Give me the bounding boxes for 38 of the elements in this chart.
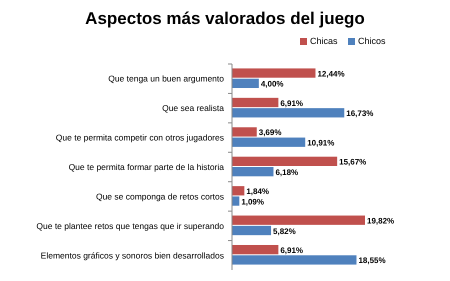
data-label: 18,55% [358,256,386,266]
y-tick-label: Que te plantee retos que tengas que ir superando [36,220,224,231]
data-label: 15,67% [339,158,366,167]
data-label: 1,09% [241,197,264,206]
bar [232,98,278,108]
data-label: 5,82% [273,226,296,236]
data-label: 10,91% [307,138,334,148]
bar [232,226,272,236]
data-label: 6,18% [275,168,298,177]
bar [232,196,240,206]
bar [232,156,338,166]
y-tick-label: Que sea realista [162,103,224,114]
bar [232,186,244,196]
y-tick-label: Que se componga de retos cortos [96,191,224,202]
bar [232,127,257,137]
y-tick-label: Que tenga un buen argumento [108,74,224,84]
bar [232,78,259,88]
bar [232,138,306,147]
data-label: 19,82% [367,216,394,226]
y-tick-label: Elementos gráficos y sonoros bien desarrollados [40,250,224,260]
bar [232,244,278,254]
data-label: 3,69% [258,128,282,138]
data-label: 6,91% [280,246,304,255]
bar [232,216,365,225]
y-tick-label: Que te permita competir con otros jugadores [56,132,224,143]
legend-label: Chicas [310,36,338,46]
legend-label: Chicos [358,36,386,46]
data-label: 12,44% [317,69,345,78]
data-label: 1,84% [246,187,270,196]
data-label: 16,73% [346,109,374,118]
y-tick-label: Que te permita formar parte de la historia [68,162,224,172]
chart-title: Aspectos más valorados del juego [85,9,365,28]
data-label: 4,00% [260,80,284,89]
data-label: 6,91% [280,98,304,108]
bar [232,68,316,78]
bar [232,167,274,176]
bar [232,108,344,118]
bar [232,255,356,265]
